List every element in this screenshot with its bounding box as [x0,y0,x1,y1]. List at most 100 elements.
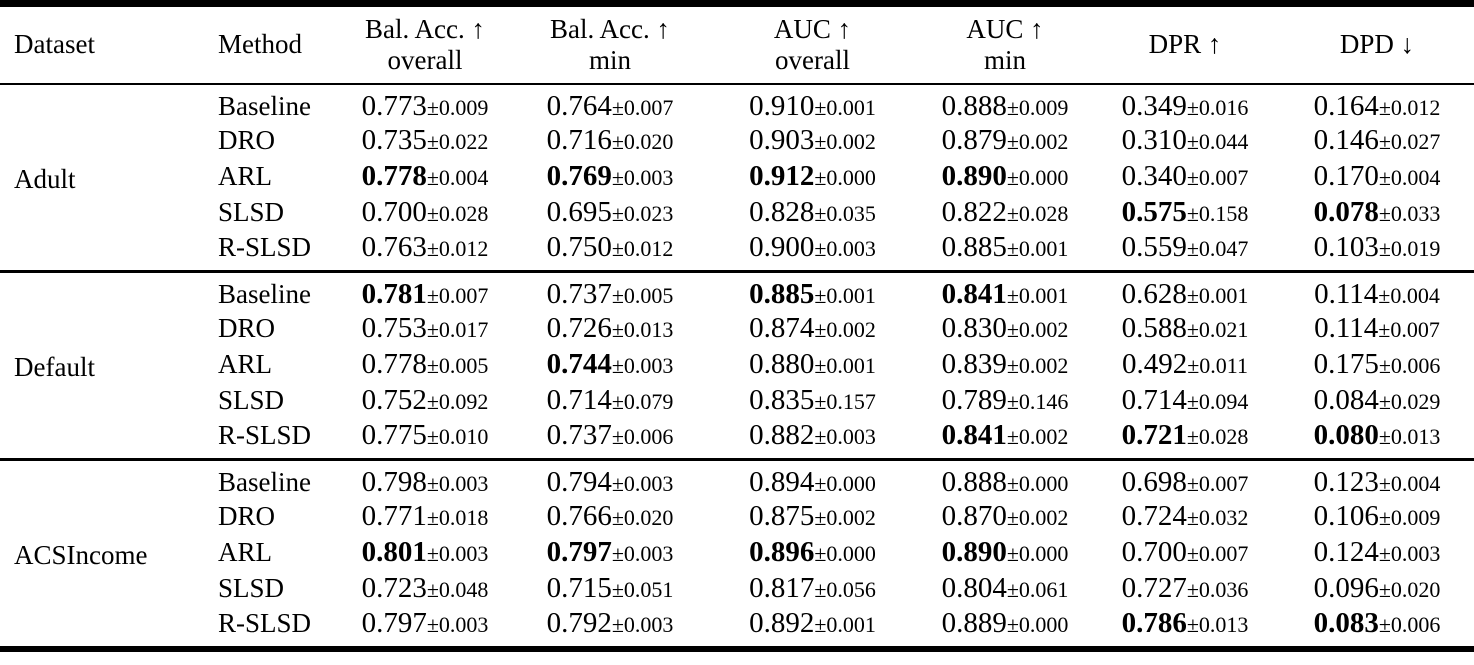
metric-std: ±0.019 [1378,235,1441,261]
metric-cell: 0.830±0.002 [920,311,1090,347]
metric-cell: 0.789±0.146 [920,383,1090,419]
metric-value: 0.123 [1313,465,1379,498]
metric-cell: 0.773±0.009 [335,84,515,123]
table-row: ARL 0.801±0.003 0.797±0.003 0.896±0.000 0.89… [0,535,1474,571]
metric-cell: 0.727±0.036 [1090,571,1280,607]
metric-std: ±0.001 [814,611,876,637]
metric-value: 0.083 [1313,606,1379,639]
metric-cell: 0.750±0.012 [515,231,705,272]
metric-value: 0.164 [1313,89,1379,122]
metric-cell: 0.764±0.007 [515,84,705,123]
metric-std: ±0.016 [1186,94,1249,120]
metric-std: ±0.020 [611,129,674,154]
metric-std: ±0.007 [1378,317,1440,342]
metric-std: ±0.028 [1186,423,1249,449]
metric-std: ±0.002 [1006,505,1069,530]
metric-cell: 0.310±0.044 [1090,123,1280,159]
metric-cell: 0.083±0.006 [1280,607,1474,649]
method-cell: Baseline [218,90,311,121]
table-row: SLSD 0.700±0.028 0.695±0.023 0.828±0.035 0.8… [0,195,1474,231]
metric-cell: 0.575±0.158 [1090,195,1280,231]
metric-value: 0.715 [546,572,612,604]
metric-std: ±0.000 [814,541,876,566]
metric-std: ±0.007 [1186,165,1249,190]
metric-std: ±0.002 [814,505,876,530]
metric-cell: 0.778±0.005 [335,347,515,383]
method-cell: ARL [218,161,272,191]
metric-value: 0.114 [1314,312,1379,344]
metric-cell: 0.792±0.003 [515,607,705,649]
metric-cell: 0.715±0.051 [515,571,705,607]
metric-value: 0.763 [361,230,427,263]
metric-cell: 0.737±0.005 [515,271,705,311]
metric-std: ±0.003 [426,470,489,496]
metric-cell: 0.698±0.007 [1090,459,1280,499]
metric-value: 0.310 [1121,124,1187,156]
metric-cell: 0.700±0.007 [1090,535,1280,571]
metric-value: 0.084 [1313,384,1379,416]
method-cell: R-SLSD [218,231,312,262]
metric-value: 0.885 [941,230,1007,263]
method-cell: Baseline [218,278,311,309]
metric-cell: 0.890±0.000 [920,159,1090,195]
table-row: Adult Baseline 0.773±0.009 0.764±0.007 0.910… [0,84,1474,195]
metric-std: ±0.004 [1378,282,1440,308]
metric-value: 0.700 [1121,536,1187,568]
table-row: R-SLSD 0.797±0.003 0.792±0.003 0.892±0.001 0… [0,607,1474,649]
column-header-label: Method [218,29,302,60]
metric-value: 0.889 [941,606,1007,639]
metric-value: 0.896 [749,536,815,568]
metric-cell: 0.114±0.004 [1280,271,1474,311]
column-header-sublabel: min [588,44,631,75]
metric-value: 0.716 [546,124,612,156]
metric-value: 0.492 [1121,348,1188,380]
metric-std: ±0.006 [1378,353,1441,378]
column-header-0: Dataset [0,4,205,84]
metric-value: 0.882 [749,418,815,451]
metric-std: ±0.007 [1186,541,1249,566]
metric-value: 0.794 [546,465,612,498]
metric-value: 0.792 [546,606,612,639]
metric-std: ±0.056 [814,577,876,602]
metric-value: 0.890 [941,160,1007,192]
metric-cell: 0.724±0.032 [1090,499,1280,535]
metric-cell: 0.892±0.001 [705,607,920,649]
metric-cell: 0.775±0.010 [335,419,515,460]
metric-std: ±0.036 [1186,577,1249,602]
metric-std: ±0.009 [1378,505,1441,530]
metric-std: ±0.002 [1006,129,1069,154]
metric-cell: 0.875±0.002 [705,499,920,535]
metric-cell: 0.835±0.157 [705,383,920,419]
metric-value: 0.695 [546,196,612,228]
metric-std: ±0.003 [611,541,674,566]
metric-value: 0.822 [941,196,1007,228]
metric-cell: 0.771±0.018 [335,499,515,535]
metric-cell: 0.912±0.000 [705,159,920,195]
metric-cell: 0.885±0.001 [920,231,1090,272]
metric-cell: 0.903±0.002 [705,123,920,159]
column-header-5: AUC ↑ min [920,4,1090,84]
metric-value: 0.870 [941,500,1007,532]
method-cell: SLSD [218,573,285,603]
column-header-2: Bal. Acc. ↑ overall [335,4,515,84]
metric-std: ±0.033 [1378,201,1441,226]
metric-cell: 0.124±0.003 [1280,535,1474,571]
metric-std: ±0.002 [814,317,876,342]
metric-value: 0.700 [361,196,427,228]
metric-std: ±0.013 [1186,611,1249,637]
metric-value: 0.744 [546,348,612,380]
metric-cell: 0.721±0.028 [1090,419,1280,460]
table-row: ARL 0.778±0.005 0.744±0.003 0.880±0.001 0.83… [0,347,1474,383]
metric-std: ±0.003 [426,611,489,637]
metric-cell: 0.801±0.003 [335,535,515,571]
column-header-sublabel: overall [775,44,850,75]
metric-cell: 0.828±0.035 [705,195,920,231]
metric-value: 0.766 [546,500,612,532]
metric-value: 0.714 [546,384,612,416]
metric-value: 0.723 [361,572,427,604]
metric-std: ±0.003 [1378,541,1441,566]
metric-value: 0.737 [546,277,612,310]
metric-value: 0.798 [361,465,427,498]
metric-std: ±0.018 [426,505,489,530]
